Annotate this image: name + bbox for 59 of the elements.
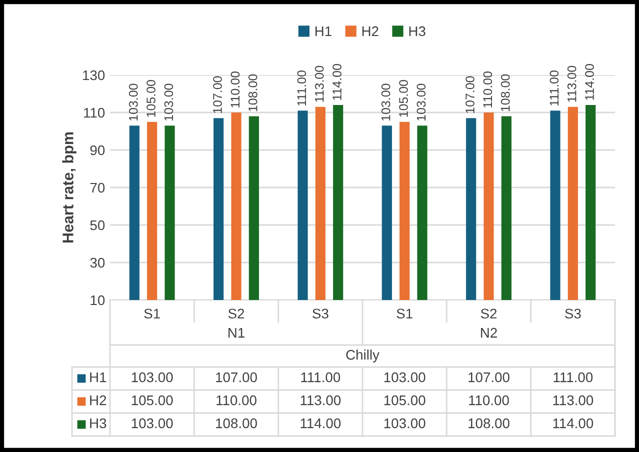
data-label: 111.00 [554,372,593,382]
text: H1 [90,372,106,382]
x-tick-label: S2 [228,308,244,319]
legend-label: H3 [409,26,426,36]
y-tick-label: 10 [90,295,105,306]
text: 105.00 [146,80,156,117]
text: 114.00 [332,64,342,100]
text: Chilly [346,350,380,362]
text: 103.00 [164,84,174,121]
x-tick-label: S3 [312,308,328,319]
y-tick-label: 110 [84,108,105,118]
data-label: 114.00 [300,418,341,428]
legend-label: H2 [362,26,378,36]
text: 103.00 [128,84,138,121]
data-label: 110.00 [469,395,509,406]
text: 110.00 [483,72,492,108]
data-label: 113.00 [553,395,594,406]
data-label: 103.00 [384,372,426,382]
y-tick-label: 70 [90,182,105,193]
data-label: 103.00 [132,418,173,428]
text: H2 [90,395,106,406]
text: 108.00 [500,74,510,112]
data-label: 108.00 [216,418,257,428]
data-label: 114.00 [553,418,594,428]
text: 114.00 [585,64,594,100]
data-label: 107.00 [468,372,510,382]
y-tick-label: 130 [83,70,105,80]
text: N2 [481,328,497,338]
y-tick-label: 30 [90,258,105,268]
x-tick-label: S1 [396,308,412,319]
text: 108.00 [248,74,258,112]
data-label: 108.00 [468,418,510,428]
data-label: 103.00 [384,418,426,428]
data-label: 110.00 [216,395,256,406]
data-label: 105.00 [132,395,173,406]
y-axis-title: Heart rate, bpm [62,132,76,243]
legend-label: H1 [315,26,332,36]
y-tick-label: 50 [90,220,105,230]
text: 107.00 [466,76,474,114]
text: 103.00 [381,84,390,121]
data-label: 107.00 [216,372,257,382]
data-label: 113.00 [300,395,341,406]
text: 103.00 [416,84,426,121]
data-label: 105.00 [384,395,426,406]
text: 111.00 [550,70,559,106]
y-tick-label: 90 [90,145,105,156]
text: N1 [228,328,244,338]
text: 107.00 [213,76,222,114]
text: 113.00 [567,66,576,102]
data-label: 103.00 [132,372,173,382]
text: H3 [90,418,106,428]
text: 105.00 [399,80,408,117]
text: 113.00 [314,66,324,102]
text: 110.00 [230,72,240,108]
text: 111.00 [297,70,306,106]
x-tick-label: S2 [480,308,497,319]
x-tick-label: S3 [565,308,581,319]
data-label: 111.00 [301,372,340,382]
x-tick-label: S1 [144,308,160,319]
